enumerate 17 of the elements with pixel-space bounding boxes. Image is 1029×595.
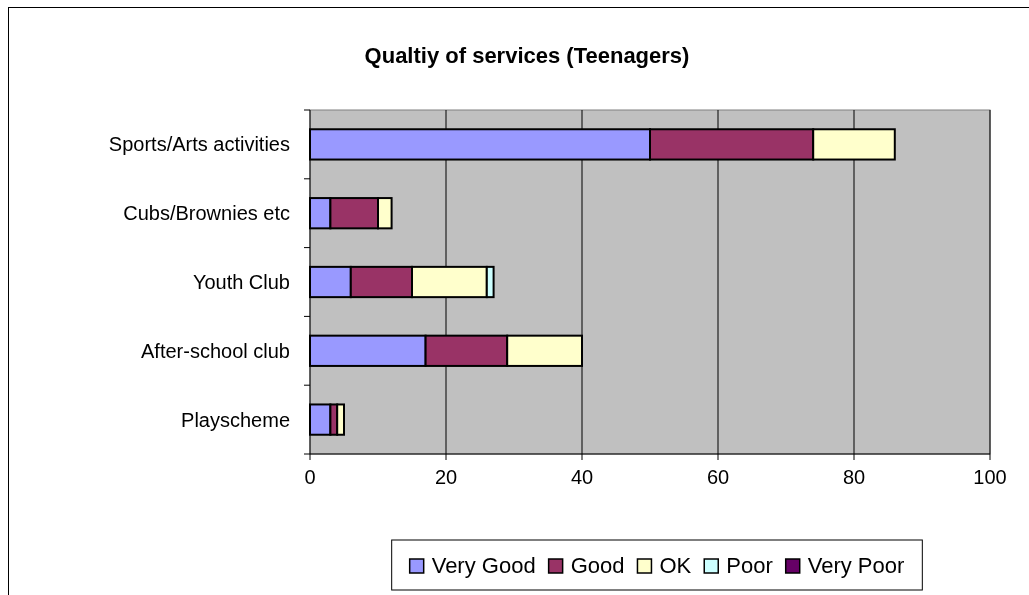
y-tick-label: After-school club xyxy=(141,339,290,362)
x-tick-label: 60 xyxy=(706,466,730,488)
legend-label: Good xyxy=(570,552,625,578)
legend-label: OK xyxy=(659,552,692,578)
y-tick-label: Cubs/Brownies etc xyxy=(123,202,290,225)
x-tick-label: 80 xyxy=(842,466,866,488)
legend-label: Very Poor xyxy=(807,552,905,578)
x-tick-label: 40 xyxy=(570,466,594,488)
legend-label: Poor xyxy=(726,552,773,578)
x-tick-label: 0 xyxy=(304,466,316,488)
y-tick-label: Sports/Arts activities xyxy=(108,133,290,156)
x-tick-label: 20 xyxy=(434,466,458,488)
legend-label: Very Good xyxy=(431,552,536,578)
x-tick-label: 100 xyxy=(973,466,1007,488)
y-tick-label: Playscheme xyxy=(181,408,290,431)
y-tick-label: Youth Club xyxy=(192,271,290,293)
chart-title: Qualtiy of services (Teenagers) xyxy=(364,43,690,68)
